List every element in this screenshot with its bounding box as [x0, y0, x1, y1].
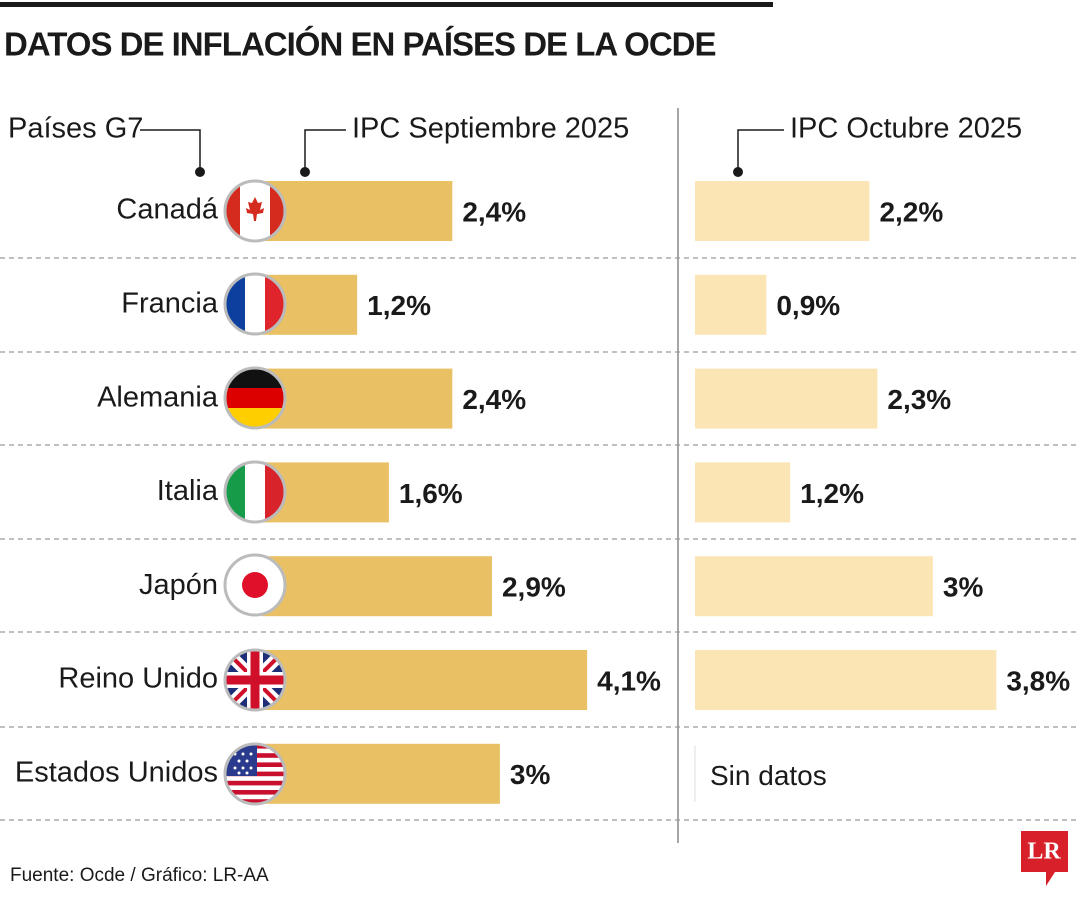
- bar: [695, 556, 933, 617]
- leader-dot: [300, 167, 310, 177]
- missing-label: Sin datos: [710, 760, 827, 791]
- category-label: Canadá: [116, 194, 218, 226]
- category-label: Estados Unidos: [15, 756, 218, 788]
- value-label: 1,6%: [399, 478, 463, 509]
- flags: [223, 179, 287, 806]
- leader-dot: [733, 167, 743, 177]
- value-label: 2,9%: [502, 572, 566, 603]
- legend-label: IPC Septiembre 2025: [352, 113, 629, 145]
- flag: [223, 553, 287, 617]
- value-label: 3%: [943, 572, 984, 603]
- bar: [695, 181, 870, 241]
- bar: [695, 650, 997, 710]
- flag: [223, 648, 287, 712]
- bar: [695, 368, 878, 429]
- category-label: Reino Unido: [58, 663, 218, 695]
- bar: [695, 274, 767, 335]
- top-rule: [0, 2, 773, 7]
- leader: [304, 129, 346, 168]
- flag: [223, 366, 287, 430]
- value-label: 1,2%: [800, 478, 864, 509]
- bar: [262, 368, 453, 429]
- category-label: Japón: [139, 569, 218, 601]
- value-label: 2,3%: [887, 384, 951, 415]
- logo-badge: [1021, 831, 1068, 886]
- leader: [737, 129, 784, 168]
- source: Fuente: Ocde / Gráfico: LR-AA: [10, 865, 269, 886]
- chart-title: DATOS DE INFLACIÓN EN PAÍSES DE LA OCDE: [4, 26, 716, 63]
- flag: [223, 272, 287, 336]
- value-label: 3,8%: [1006, 665, 1070, 696]
- value-label: 2,4%: [462, 384, 526, 415]
- bar: [262, 743, 500, 804]
- bar: [262, 181, 453, 241]
- value-label: 0,9%: [776, 290, 840, 321]
- leader: [140, 129, 201, 168]
- value-label: 1,2%: [367, 290, 431, 321]
- leader-dot: [195, 167, 205, 177]
- separators: [0, 257, 1080, 821]
- value-label: 4,1%: [597, 665, 661, 696]
- category-label: Italia: [157, 475, 219, 507]
- value-label: 3%: [510, 759, 551, 790]
- legend-label: IPC Octubre 2025: [790, 113, 1022, 145]
- value-label: 2,4%: [462, 196, 526, 227]
- bar: [262, 556, 492, 617]
- flag: [223, 179, 287, 243]
- flag: [223, 460, 287, 524]
- bar: [695, 462, 791, 523]
- category-label: Francia: [121, 287, 219, 319]
- value-label: 2,2%: [879, 196, 943, 227]
- bar: [262, 650, 588, 710]
- category-label: Alemania: [97, 381, 219, 413]
- marks: [262, 181, 997, 804]
- category-header: Países G7: [8, 113, 143, 145]
- logo: LR: [1027, 839, 1061, 865]
- flag: [223, 742, 287, 806]
